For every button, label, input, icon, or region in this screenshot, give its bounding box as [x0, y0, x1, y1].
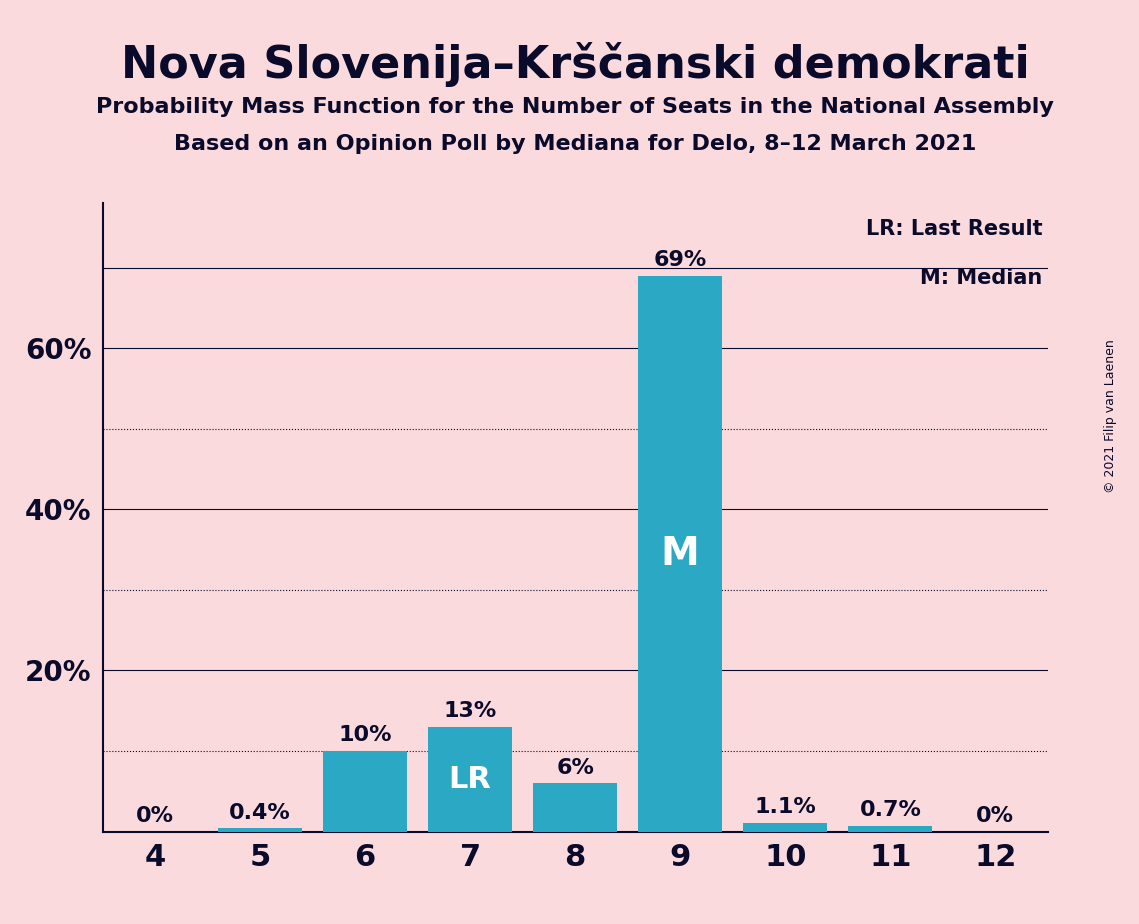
Text: 1.1%: 1.1% [754, 797, 817, 817]
Text: 0%: 0% [976, 806, 1015, 826]
Text: 0%: 0% [136, 806, 174, 826]
Text: © 2021 Filip van Laenen: © 2021 Filip van Laenen [1104, 339, 1117, 492]
Bar [638, 275, 722, 832]
Text: LR: Last Result: LR: Last Result [866, 219, 1042, 239]
Text: 6%: 6% [556, 758, 595, 778]
Bar [323, 751, 407, 832]
Text: LR: LR [449, 765, 492, 794]
Bar [849, 826, 933, 832]
Bar [533, 784, 617, 832]
Text: Probability Mass Function for the Number of Seats in the National Assembly: Probability Mass Function for the Number… [97, 97, 1054, 117]
Text: Based on an Opinion Poll by Mediana for Delo, 8–12 March 2021: Based on an Opinion Poll by Mediana for … [174, 134, 976, 154]
Text: 0.4%: 0.4% [229, 803, 290, 822]
Bar [428, 727, 513, 832]
Text: Nova Slovenija–Krščanski demokrati: Nova Slovenija–Krščanski demokrati [121, 42, 1030, 87]
Text: 0.7%: 0.7% [860, 800, 921, 821]
Bar [744, 822, 827, 832]
Text: M: M [661, 535, 699, 573]
Bar [218, 829, 302, 832]
Text: M: Median: M: Median [920, 268, 1042, 287]
Text: 13%: 13% [443, 701, 497, 722]
Text: 10%: 10% [338, 725, 392, 746]
Text: 69%: 69% [654, 250, 707, 270]
